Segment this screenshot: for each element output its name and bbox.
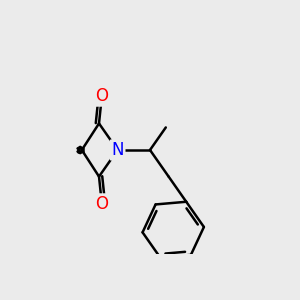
Text: O: O [95,195,108,213]
Text: N: N [111,141,124,159]
Text: O: O [95,87,108,105]
